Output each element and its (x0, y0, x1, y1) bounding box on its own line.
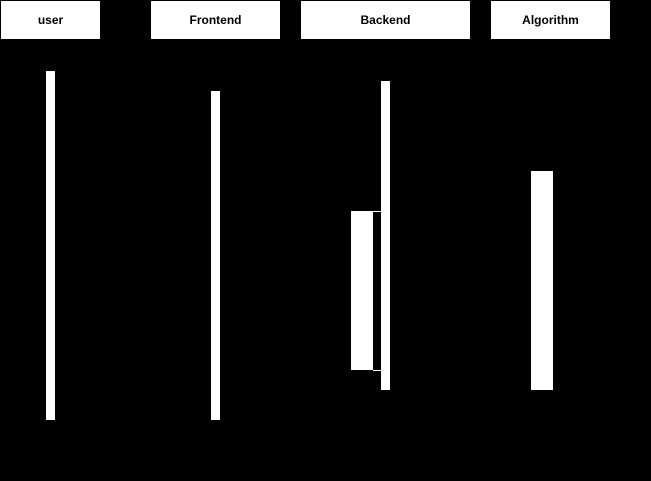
activation-backend (381, 81, 390, 390)
participant-user[interactable]: user (0, 0, 101, 40)
participant-frontend[interactable]: Frontend (150, 0, 281, 40)
participant-algorithm-label: Algorithm (522, 13, 579, 27)
participant-frontend-label: Frontend (189, 13, 242, 27)
activation-user (46, 71, 55, 420)
message-tick-1 (384, 161, 390, 162)
participant-backend-label: Backend (360, 13, 411, 27)
activation-algorithm (531, 171, 553, 390)
activation-backend-nested (351, 211, 373, 370)
participant-algorithm[interactable]: Algorithm (490, 0, 611, 40)
activation-frontend (211, 91, 220, 420)
participant-user-label: user (37, 13, 64, 27)
message-tick-3 (373, 370, 390, 371)
message-tick-2 (373, 211, 390, 212)
participant-backend[interactable]: Backend (300, 0, 471, 40)
